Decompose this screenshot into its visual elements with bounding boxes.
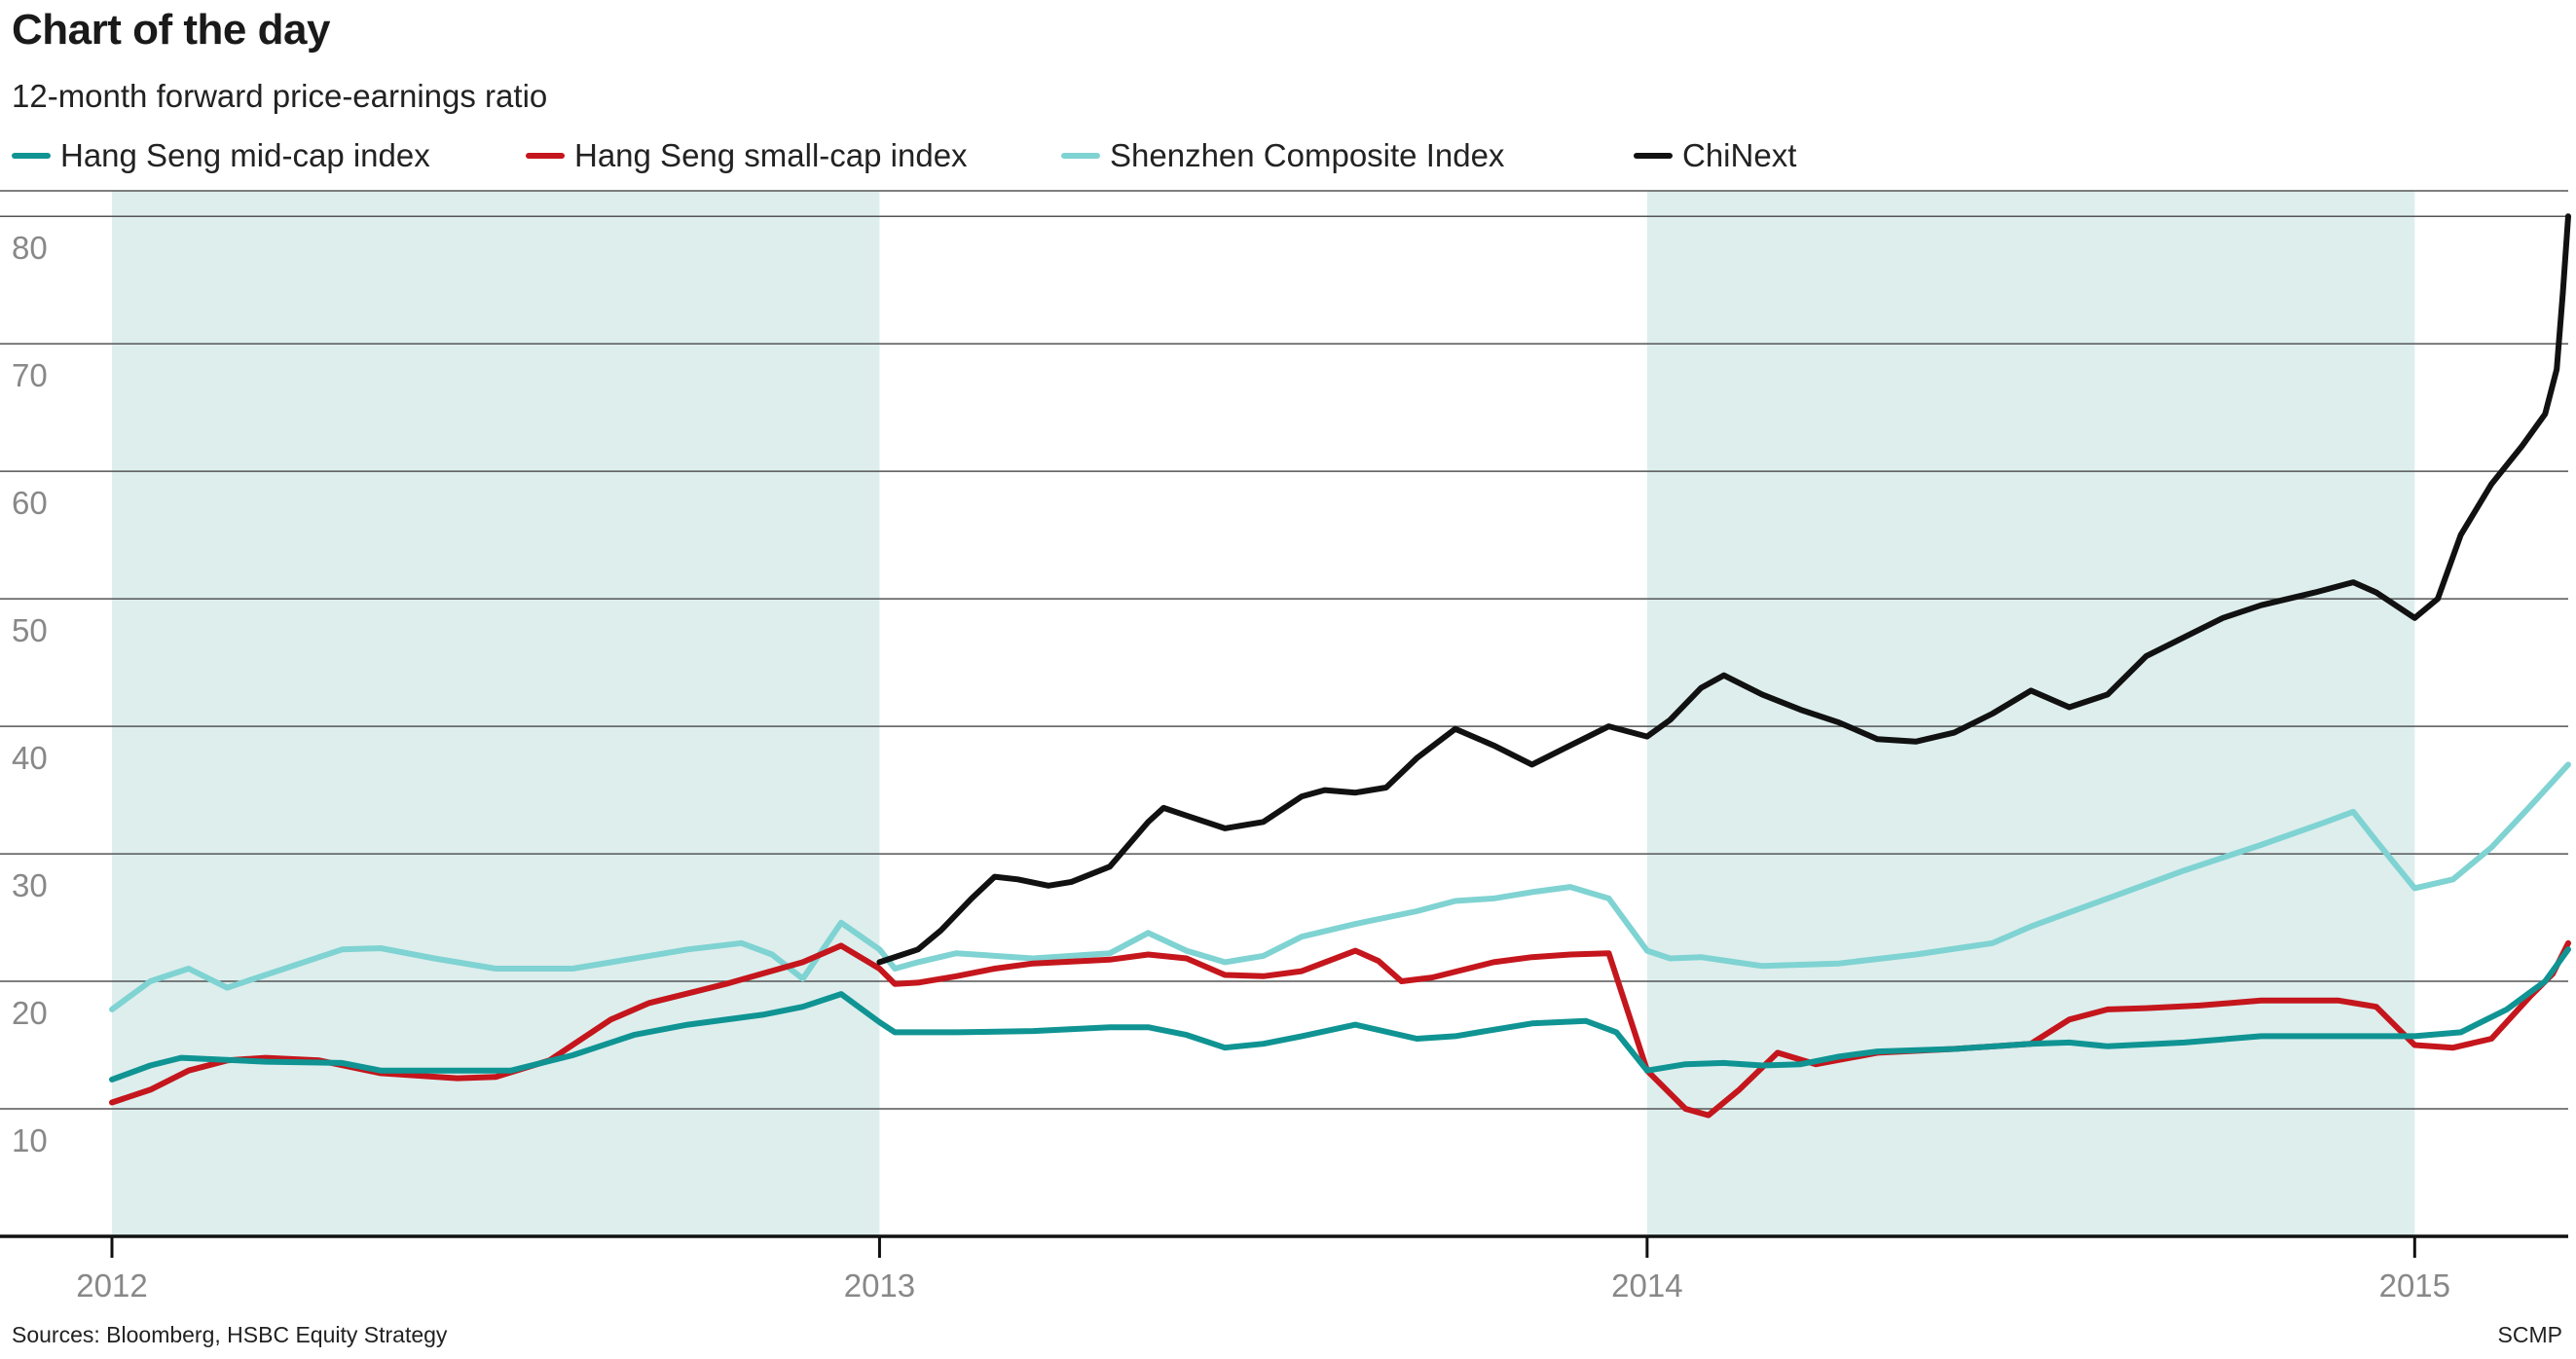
x-tick-label-2013: 2013 — [844, 1267, 915, 1304]
legend-swatch-chinext — [1634, 153, 1673, 159]
series-lines — [109, 213, 2571, 1119]
x-tick-label-2012: 2012 — [76, 1267, 147, 1304]
y-tick-label-70: 70 — [12, 357, 48, 393]
legend: Hang Seng mid-cap index Hang Seng small-… — [12, 134, 2562, 177]
x-tick-label-2014: 2014 — [1611, 1267, 1682, 1304]
legend-swatch-mid-cap — [12, 153, 51, 159]
x-axis: 2012 2013 2014 2015 — [0, 1234, 2568, 1304]
y-tick-label-60: 60 — [12, 485, 48, 521]
chart-subtitle: 12-month forward price-earnings ratio — [12, 78, 548, 114]
y-tick-label-20: 20 — [12, 995, 48, 1031]
y-tick-label-10: 10 — [12, 1122, 48, 1158]
legend-item-chinext: ChiNext — [1634, 134, 1796, 177]
source-note: Sources: Bloomberg, HSBC Equity Strategy — [12, 1322, 448, 1347]
x-tick-label-2015: 2015 — [2379, 1267, 2450, 1304]
y-tick-label-50: 50 — [12, 612, 48, 648]
credit: SCMP — [2497, 1322, 2562, 1347]
series-line-hang-seng-mid-cap-index — [109, 946, 2571, 1083]
gridlines — [0, 190, 2568, 1110]
legend-swatch-shenzhen — [1061, 153, 1100, 159]
y-axis-labels: 10 20 30 40 50 60 70 80 — [12, 230, 48, 1158]
chart-title: Chart of the day — [12, 6, 330, 54]
legend-label-chinext: ChiNext — [1682, 137, 1797, 173]
legend-swatch-small-cap — [526, 153, 565, 159]
y-tick-label-30: 30 — [12, 867, 48, 903]
legend-label-shenzhen: Shenzhen Composite Index — [1110, 137, 1505, 173]
y-tick-label-40: 40 — [12, 740, 48, 776]
series-line-chinext — [876, 213, 2571, 966]
legend-item-mid-cap: Hang Seng mid-cap index — [12, 134, 430, 177]
legend-item-small-cap: Hang Seng small-cap index — [526, 134, 968, 177]
shaded-period-1 — [1646, 191, 2415, 1236]
legend-label-mid-cap: Hang Seng mid-cap index — [60, 137, 430, 173]
legend-item-shenzhen: Shenzhen Composite Index — [1061, 134, 1504, 177]
y-tick-label-80: 80 — [12, 230, 48, 266]
series-line-shenzhen-composite-index — [109, 761, 2571, 1012]
series-line-hang-seng-small-cap-index — [109, 939, 2571, 1119]
legend-label-small-cap: Hang Seng small-cap index — [574, 137, 968, 173]
